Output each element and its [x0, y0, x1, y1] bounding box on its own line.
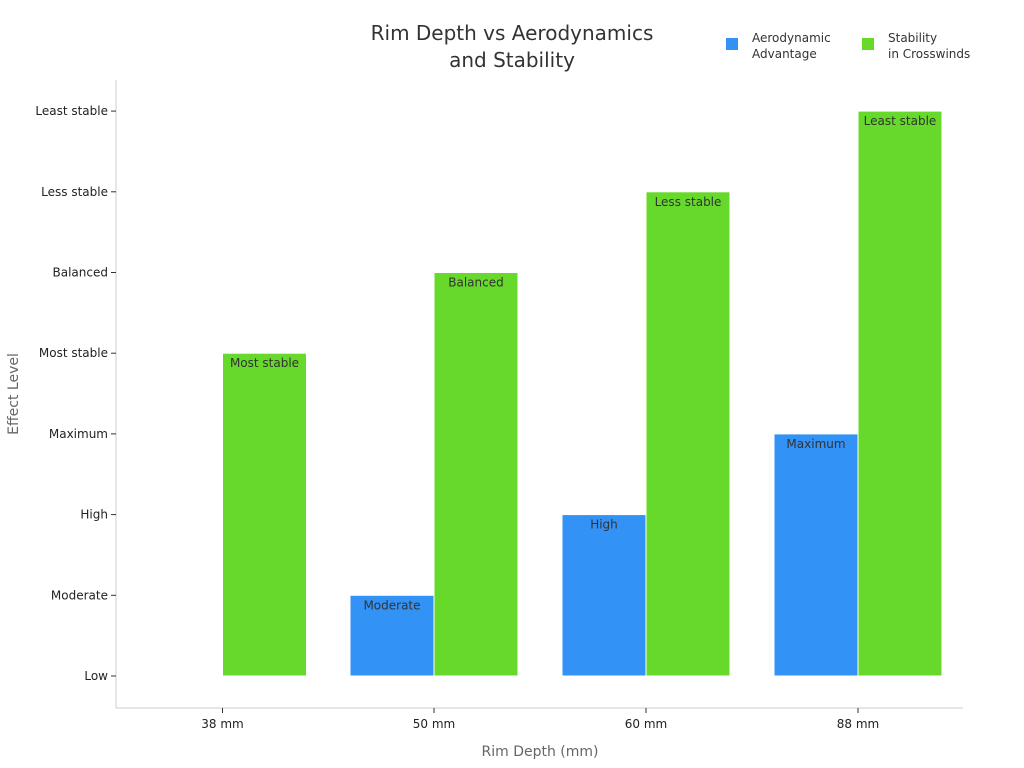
legend-swatch-stability: [862, 38, 874, 50]
bar-data-label: Moderate: [363, 598, 420, 612]
bar-data-label: Maximum: [786, 437, 845, 451]
chart-title: Rim Depth vs Aerodynamics and Stability: [370, 21, 654, 72]
bar-aerodynamic: [349, 594, 435, 677]
y-tick-label: Maximum: [49, 427, 108, 441]
bar-stability: [433, 272, 519, 677]
axes: Low Moderate High Maximum Most stable Balance…: [35, 80, 963, 731]
x-tick-label: 50 mm: [413, 717, 455, 731]
legend-item-stability: Stability in Crosswinds: [862, 30, 978, 62]
y-tick-label: High: [80, 508, 108, 522]
bar-stability: [857, 110, 943, 677]
bar-data-label: Balanced: [448, 276, 503, 290]
y-tick-label: Least stable: [35, 104, 108, 118]
bar-aerodynamic: [773, 433, 859, 677]
x-tick-label: 60 mm: [625, 717, 667, 731]
x-tick-label: 88 mm: [837, 717, 879, 731]
bar-data-label: Less stable: [655, 195, 722, 209]
bar-labels: Moderate High Maximum Most stable Balanced Le…: [230, 114, 936, 612]
legend-swatch-aerodynamic: [726, 38, 738, 50]
y-axis-label: Effect Level: [6, 353, 22, 435]
bar-stability: [222, 352, 307, 677]
legend-label-aerodynamic: Aerodynamic Advantage: [752, 31, 831, 61]
bar-data-label: High: [590, 518, 618, 532]
bar-aerodynamic: [561, 514, 647, 677]
y-tick-label: Moderate: [51, 588, 108, 602]
y-tick-label: Balanced: [53, 266, 108, 280]
legend: Aerodynamic Advantage Stability in Cross…: [726, 30, 998, 62]
x-tick-label: 38 mm: [201, 717, 243, 731]
y-tick-label: Low: [84, 669, 108, 683]
bar-data-label: Most stable: [230, 356, 299, 370]
bar-data-label: Least stable: [864, 114, 937, 128]
x-axis-label: Rim Depth (mm): [482, 744, 599, 760]
y-tick-label: Less stable: [41, 185, 108, 199]
legend-label-stability: Stability in Crosswinds: [888, 31, 971, 61]
bar-stability: [645, 191, 731, 677]
bars: [222, 110, 943, 677]
legend-item-aerodynamic: Aerodynamic Advantage: [726, 30, 842, 62]
y-tick-label: Most stable: [39, 346, 108, 360]
